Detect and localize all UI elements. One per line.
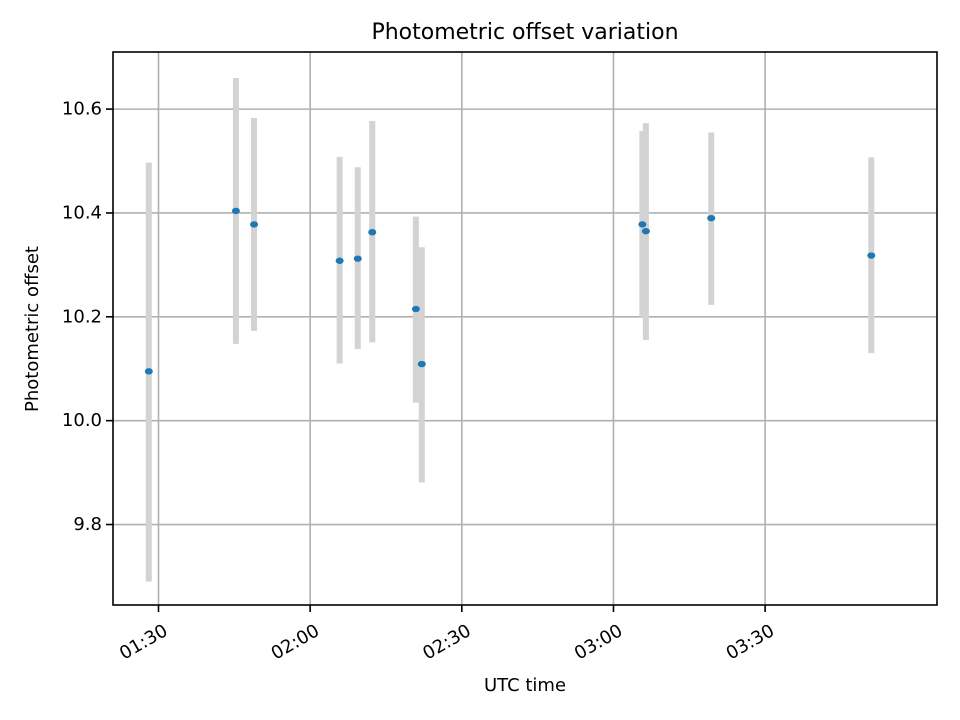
data-point — [867, 252, 876, 259]
y-tick-label: 10.0 — [62, 410, 102, 431]
error-bars — [145, 77, 875, 582]
y-tick-label: 9.8 — [73, 514, 102, 535]
data-point — [707, 214, 716, 222]
data-point — [641, 227, 650, 235]
data-point — [638, 221, 647, 228]
data-points — [144, 207, 876, 375]
x-tick-label: 02:30 — [419, 620, 474, 664]
data-point — [250, 221, 259, 228]
data-point — [353, 255, 362, 262]
data-point — [335, 257, 344, 264]
x-tick-label: 03:00 — [571, 620, 626, 664]
data-point — [144, 368, 153, 375]
x-tick-label: 02:00 — [268, 620, 323, 664]
data-point — [417, 360, 426, 368]
plot-frame — [112, 51, 938, 606]
y-tick-label: 10.6 — [62, 99, 102, 120]
chart-title: Photometric offset variation — [371, 20, 678, 45]
data-point — [368, 228, 377, 236]
y-tick-label: 10.4 — [62, 202, 102, 223]
data-point — [411, 305, 420, 313]
grid — [113, 52, 937, 605]
x-tick-label: 03:30 — [723, 620, 778, 664]
x-tick-label: 01:30 — [116, 620, 171, 664]
x-axis-label: UTC time — [484, 675, 566, 696]
y-axis-label: Photometric offset — [22, 246, 43, 412]
data-point — [231, 207, 240, 215]
y-tick-label: 10.2 — [62, 306, 102, 327]
